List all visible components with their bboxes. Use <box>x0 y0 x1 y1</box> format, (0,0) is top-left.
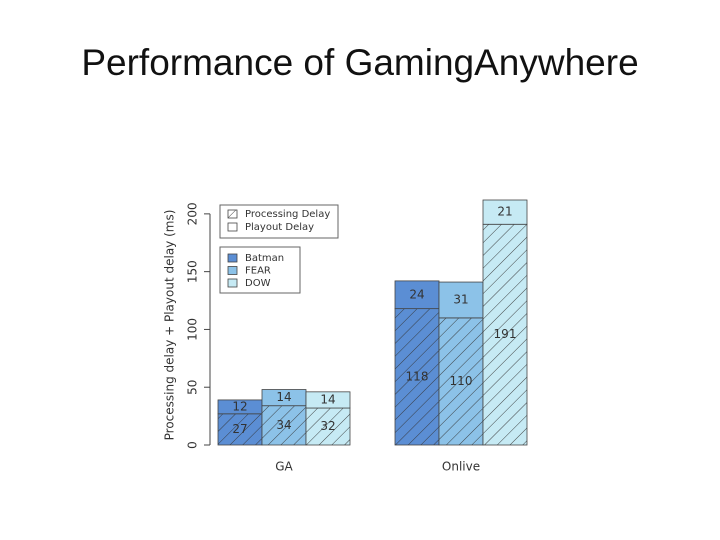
value-label: 12 <box>232 399 247 413</box>
value-label: 24 <box>409 287 424 301</box>
value-label: 118 <box>406 369 429 383</box>
value-label: 21 <box>497 205 512 219</box>
x-tick-label: GA <box>275 460 293 474</box>
legend-label: FEAR <box>245 266 271 277</box>
legend-label: Batman <box>245 253 284 264</box>
processing-hatch <box>395 308 439 445</box>
legend-label: Processing Delay <box>245 209 330 220</box>
y-tick-label: 0 <box>186 441 200 449</box>
y-axis-label: Processing delay + Playout delay (ms) <box>163 210 177 441</box>
legend-swatch <box>227 253 238 263</box>
y-tick-label: 200 <box>186 202 200 225</box>
processing-hatch <box>439 317 483 445</box>
playout-bar <box>482 199 528 225</box>
y-tick-label: 100 <box>186 318 200 341</box>
legend-swatch <box>227 266 238 275</box>
legend-label: DOW <box>245 278 271 289</box>
playout-bar <box>394 280 440 310</box>
y-tick-label: 150 <box>186 260 200 283</box>
y-tick-label: 50 <box>186 380 200 395</box>
playout-bar <box>438 281 484 319</box>
value-label: 27 <box>232 422 247 436</box>
value-label: 14 <box>320 392 335 406</box>
processing-hatch <box>218 413 262 445</box>
value-label: 34 <box>276 418 291 432</box>
processing-hatch <box>262 405 306 445</box>
value-label: 32 <box>320 419 335 433</box>
legend-swatch <box>227 209 238 219</box>
x-tick-label: Onlive <box>442 460 480 474</box>
processing-hatch <box>306 408 350 445</box>
value-label: 14 <box>276 390 291 404</box>
legend-swatch <box>227 222 238 232</box>
legend-label: Playout Delay <box>245 222 314 233</box>
processing-hatch <box>483 224 527 445</box>
value-label: 191 <box>494 327 517 341</box>
legend-box <box>219 204 339 239</box>
playout-bar <box>305 391 351 409</box>
value-label: 110 <box>450 374 473 388</box>
slide-title: Performance of GamingAnywhere <box>81 42 639 83</box>
legend-swatch <box>227 278 238 288</box>
value-label: 31 <box>453 292 468 306</box>
